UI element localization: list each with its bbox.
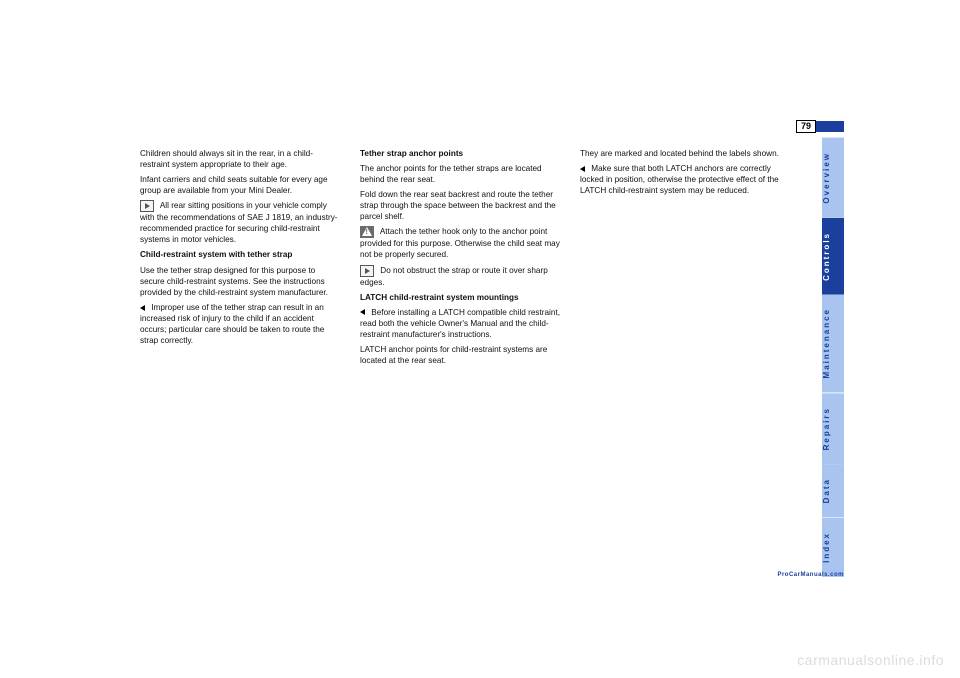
body-text: Use the tether strap designed for this p… [140,265,340,298]
caution: Make sure that both LATCH anchors are co… [580,163,780,196]
tab-index[interactable]: Index [822,518,844,577]
tab-repairs[interactable]: Repairs [822,393,844,464]
body-text: They are marked and located behind the l… [580,148,780,159]
page-number-stripe [816,121,844,132]
side-tabs: Overview Controls Maintenance Repairs Da… [822,138,844,577]
tab-data[interactable]: Data [822,464,844,517]
note-text: All rear sitting positions in your vehic… [140,201,338,244]
column-1: Children should always sit in the rear, … [140,148,340,350]
note-icon [360,265,374,277]
tab-controls[interactable]: Controls [822,218,844,295]
caution-marker-icon [580,166,585,172]
caution-text: Improper use of the tether strap can res… [140,303,324,345]
heading: LATCH child-restraint system mountings [360,292,560,303]
heading: Tether strap anchor points [360,148,560,159]
body-text: LATCH anchor points for child-restraint … [360,344,560,366]
note-icon [140,200,154,212]
caution-marker-icon [360,309,365,315]
caution: Improper use of the tether strap can res… [140,302,340,346]
caution-text: Make sure that both LATCH anchors are co… [580,164,779,195]
body-text: Fold down the rear seat backrest and rou… [360,189,560,222]
column-3: They are marked and located behind the l… [580,148,780,200]
heading: Child-restraint system with tether strap [140,249,340,260]
note-text: Do not obstruct the strap or route it ov… [360,266,548,287]
caution-marker-icon [140,305,145,311]
watermark: carmanualsonline.info [797,652,944,668]
note: Do not obstruct the strap or route it ov… [360,265,560,288]
caution-text: Before installing a LATCH compatible chi… [360,308,560,339]
warning: Attach the tether hook only to the ancho… [360,226,560,260]
caution: Before installing a LATCH compatible chi… [360,307,560,340]
column-2: Tether strap anchor points The anchor po… [360,148,560,370]
warning-icon [360,226,374,238]
manual-page: 79 Overview Controls Maintenance Repairs… [140,120,840,580]
body-text: Children should always sit in the rear, … [140,148,340,170]
note: All rear sitting positions in your vehic… [140,200,340,245]
page-number-bar: 79 [796,120,844,133]
tab-maintenance[interactable]: Maintenance [822,294,844,392]
tab-overview[interactable]: Overview [822,138,844,218]
warning-text: Attach the tether hook only to the ancho… [360,228,560,260]
footer-link[interactable]: ProCarManuals.com [777,572,844,578]
body-text: Infant carriers and child seats suitable… [140,174,340,196]
body-text: The anchor points for the tether straps … [360,163,560,185]
page-number: 79 [796,120,816,133]
